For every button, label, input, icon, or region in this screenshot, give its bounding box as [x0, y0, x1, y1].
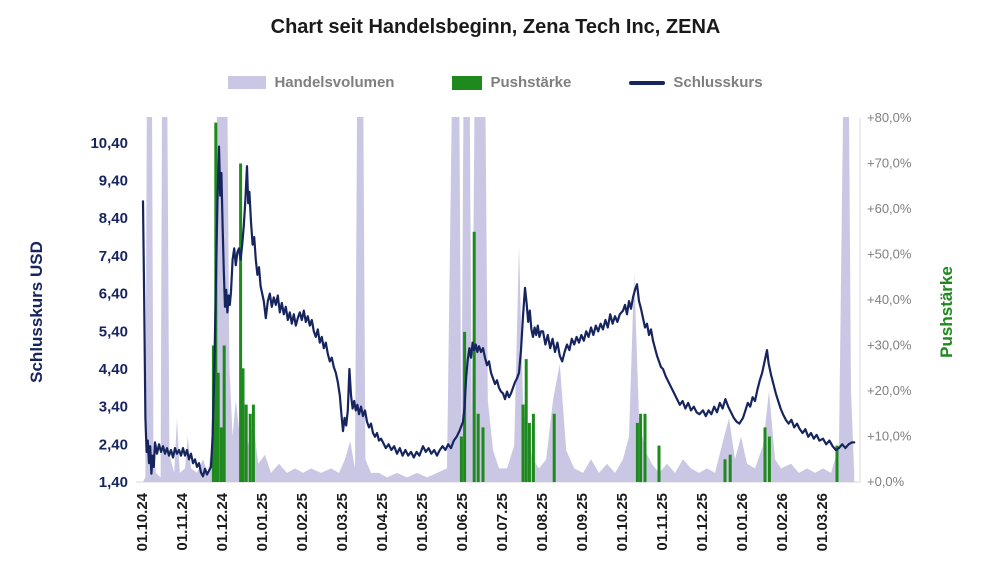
x-tick-label: 01.06.25	[454, 493, 471, 551]
x-tick-label: 01.07.25	[494, 493, 511, 551]
push-bar	[531, 413, 535, 483]
legend-label-push: Pushstärke	[490, 74, 572, 91]
chart-title: Chart seit Handelsbeginn, Zena Tech Inc,…	[270, 16, 721, 38]
push-bar	[459, 436, 463, 482]
y-right-tick-label: +70,0%	[867, 156, 912, 171]
y-left-tick-label: 1,40	[99, 474, 128, 491]
push-bar	[244, 404, 248, 482]
series-layer	[141, 117, 856, 483]
chart-legend: Handelsvolumen Pushstärke Schlusskurs	[0, 74, 991, 91]
close-line	[141, 145, 856, 478]
push-bar	[635, 422, 639, 482]
x-tick-label: 01.01.25	[254, 493, 271, 551]
right-axis-title: Pushstärke	[937, 266, 956, 358]
push-bar	[472, 231, 476, 483]
push-swatch-icon	[452, 75, 483, 90]
push-bar	[216, 372, 220, 482]
legend-item-volume: Handelsvolumen	[228, 74, 394, 91]
push-bar	[639, 413, 643, 483]
axis-layer: 1,40 2,40 3,40 4,40 5,40 6,40 7,40 8,40 9,40 10,4…	[90, 110, 911, 551]
push-bar	[767, 436, 771, 482]
x-tick-label: 01.03.25	[334, 493, 351, 551]
push-bar	[657, 445, 661, 482]
legend-item-push: Pushstärke	[452, 74, 571, 91]
y-left-tick-label: 7,40	[99, 248, 128, 265]
volume-swatch-icon	[228, 76, 267, 89]
push-bar	[476, 413, 480, 483]
x-tick-label: 01.09.25	[574, 493, 591, 551]
push-bar	[643, 413, 647, 483]
y-right-tick-label: +30,0%	[867, 338, 912, 353]
x-tick-label: 01.02.26	[774, 493, 791, 551]
x-tick-label: 01.03.26	[814, 493, 831, 551]
y-left-tick-label: 5,40	[99, 323, 128, 340]
y-left-tick-label: 8,40	[99, 210, 128, 227]
y-right-tick-label: +10,0%	[867, 429, 912, 444]
push-bar	[241, 368, 245, 483]
push-bar	[524, 359, 528, 482]
x-tick-label: 01.12.24	[214, 492, 231, 551]
push-bar	[835, 445, 839, 482]
push-bar	[219, 427, 223, 482]
legend-item-close: Schlusskurs	[629, 74, 763, 91]
push-bar	[723, 459, 727, 483]
y-left-tick-label: 9,40	[99, 173, 128, 190]
push-bar	[481, 427, 485, 482]
y-right-tick-label: +40,0%	[867, 292, 912, 307]
y-right-tick-label: +50,0%	[867, 247, 912, 262]
x-tick-label: 01.08.25	[534, 493, 551, 551]
x-tick-label: 01.10.24	[134, 492, 151, 551]
y-left-tick-label: 3,40	[99, 399, 128, 416]
push-bar	[248, 413, 252, 483]
y-left-tick-label: 6,40	[99, 286, 128, 303]
x-tick-label: 01.12.25	[694, 493, 711, 551]
x-tick-label: 01.10.25	[614, 493, 631, 551]
x-tick-label: 01.11.25	[654, 493, 671, 551]
y-right-tick-label: +0,0%	[867, 474, 905, 489]
y-right-tick-label: +60,0%	[867, 201, 912, 216]
left-axis-title: Schlusskurs USD	[27, 241, 46, 383]
y-right-tick-label: +80,0%	[867, 110, 912, 125]
push-bar	[763, 427, 767, 482]
x-tick-label: 01.05.25	[414, 493, 431, 551]
y-left-tick-label: 4,40	[99, 361, 128, 378]
push-bar	[521, 404, 525, 482]
push-bar	[251, 404, 255, 482]
legend-label-volume: Handelsvolumen	[274, 74, 395, 91]
push-bar	[239, 163, 243, 482]
push-bar	[552, 413, 556, 483]
x-tick-label: 01.04.25	[374, 493, 391, 551]
y-left-tick-label: 2,40	[99, 436, 128, 453]
x-tick-label: 01.01.26	[734, 493, 751, 551]
push-bar	[728, 454, 732, 482]
push-bar	[527, 422, 531, 482]
close-line-swatch-icon	[629, 80, 666, 85]
x-tick-label: 01.11.24	[174, 492, 191, 550]
legend-label-close: Schlusskurs	[673, 74, 763, 91]
x-tick-label: 01.02.25	[294, 493, 311, 551]
y-left-tick-label: 10,40	[90, 135, 128, 152]
y-right-tick-label: +20,0%	[867, 383, 912, 398]
push-bar	[222, 345, 226, 482]
